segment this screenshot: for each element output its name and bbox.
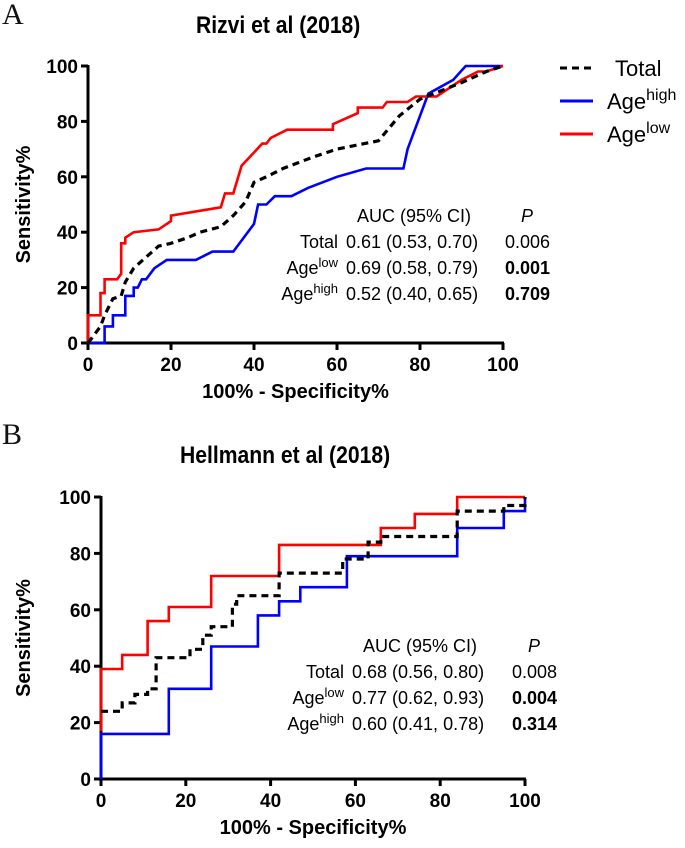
stats-row-label: Agelow bbox=[286, 255, 338, 278]
legend-label-total: Total bbox=[615, 56, 661, 81]
stats-header-auc: AUC (95% CI) bbox=[363, 636, 477, 656]
y-tick-label: 80 bbox=[70, 544, 91, 565]
legend: Total Agehigh Agelow bbox=[560, 56, 676, 147]
x-tick-label: 60 bbox=[345, 791, 366, 812]
stats-row-label: Total bbox=[306, 662, 344, 682]
stats-row-p: 0.004 bbox=[512, 688, 557, 708]
x-tick-label: 60 bbox=[326, 355, 347, 376]
x-axis-label: 100% - Specificity% bbox=[202, 381, 389, 403]
stats-row-label: Total bbox=[300, 232, 338, 252]
x-tick-label: 20 bbox=[175, 791, 196, 812]
chart-title-a: Rizvi et al (2018) bbox=[196, 12, 361, 39]
y-tick-label: 60 bbox=[70, 601, 91, 622]
x-tick-label: 80 bbox=[430, 791, 451, 812]
x-tick-label: 0 bbox=[83, 355, 94, 376]
x-tick-label: 20 bbox=[160, 355, 181, 376]
stats-row-auc: 0.77 (0.62, 0.93) bbox=[352, 688, 484, 708]
y-tick-label: 20 bbox=[57, 279, 78, 300]
y-axis-label: Sensitivity% bbox=[13, 579, 35, 697]
x-tick-label: 0 bbox=[96, 791, 107, 812]
y-tick-label: 40 bbox=[57, 223, 78, 244]
stats-row-p: 0.001 bbox=[505, 258, 550, 278]
y-tick-label: 60 bbox=[57, 168, 78, 189]
series-line-total bbox=[86, 64, 504, 344]
stats-header-auc: AUC (95% CI) bbox=[357, 206, 471, 226]
panel-label-a: A bbox=[2, 0, 24, 31]
series-line-age-low bbox=[86, 64, 504, 343]
panel-label-b: B bbox=[2, 418, 23, 451]
y-tick-label: 40 bbox=[70, 657, 91, 678]
y-tick-label: 100 bbox=[46, 57, 78, 78]
x-tick-label: 80 bbox=[409, 355, 430, 376]
stats-header-p: P bbox=[521, 206, 533, 226]
x-tick-label: 100 bbox=[487, 355, 519, 376]
legend-label-age-high: Agehigh bbox=[607, 87, 676, 114]
stats-row-auc: 0.60 (0.41, 0.78) bbox=[352, 714, 484, 734]
stats-row-auc: 0.61 (0.53, 0.70) bbox=[346, 232, 478, 252]
stats-row-auc: 0.68 (0.56, 0.80) bbox=[352, 662, 484, 682]
x-tick-label: 40 bbox=[243, 355, 264, 376]
y-tick-label: 0 bbox=[80, 770, 91, 791]
y-axis-label: Sensitivity% bbox=[13, 145, 35, 263]
series-line-age-low bbox=[99, 495, 525, 732]
stats-row-p: 0.006 bbox=[505, 232, 550, 252]
stats-row-p: 0.008 bbox=[512, 662, 557, 682]
x-tick-label: 40 bbox=[260, 791, 281, 812]
stats-row-label: Agehigh bbox=[287, 711, 344, 734]
y-tick-label: 20 bbox=[70, 714, 91, 735]
series-line-age-high bbox=[99, 497, 527, 779]
series-line-age-high bbox=[88, 64, 503, 345]
stats-row-p: 0.314 bbox=[512, 714, 557, 734]
y-tick-label: 80 bbox=[57, 112, 78, 133]
stats-row-p: 0.709 bbox=[505, 284, 550, 304]
x-tick-label: 100 bbox=[509, 791, 541, 812]
roc-chart-b: 0 20 40 60 80 100 0 20 40 60 80 100 100% - Specifici… bbox=[13, 488, 557, 839]
y-tick-label: 0 bbox=[67, 334, 78, 355]
x-axis-label: 100% - Specificity% bbox=[220, 817, 407, 839]
stats-row-auc: 0.52 (0.40, 0.65) bbox=[346, 284, 478, 304]
stats-row-label: Agehigh bbox=[281, 281, 338, 304]
stats-row-label: Agelow bbox=[292, 685, 344, 708]
series-line-total bbox=[101, 497, 527, 713]
chart-title-b: Hellmann et al (2018) bbox=[180, 442, 391, 469]
y-tick-label: 100 bbox=[59, 488, 91, 509]
stats-row-auc: 0.69 (0.58, 0.79) bbox=[346, 258, 478, 278]
legend-label-age-low: Agelow bbox=[607, 120, 671, 147]
stats-header-p: P bbox=[528, 636, 540, 656]
roc-chart-a: 0 20 40 60 80 100 0 20 40 60 80 100 100% - Specifici… bbox=[13, 57, 550, 403]
